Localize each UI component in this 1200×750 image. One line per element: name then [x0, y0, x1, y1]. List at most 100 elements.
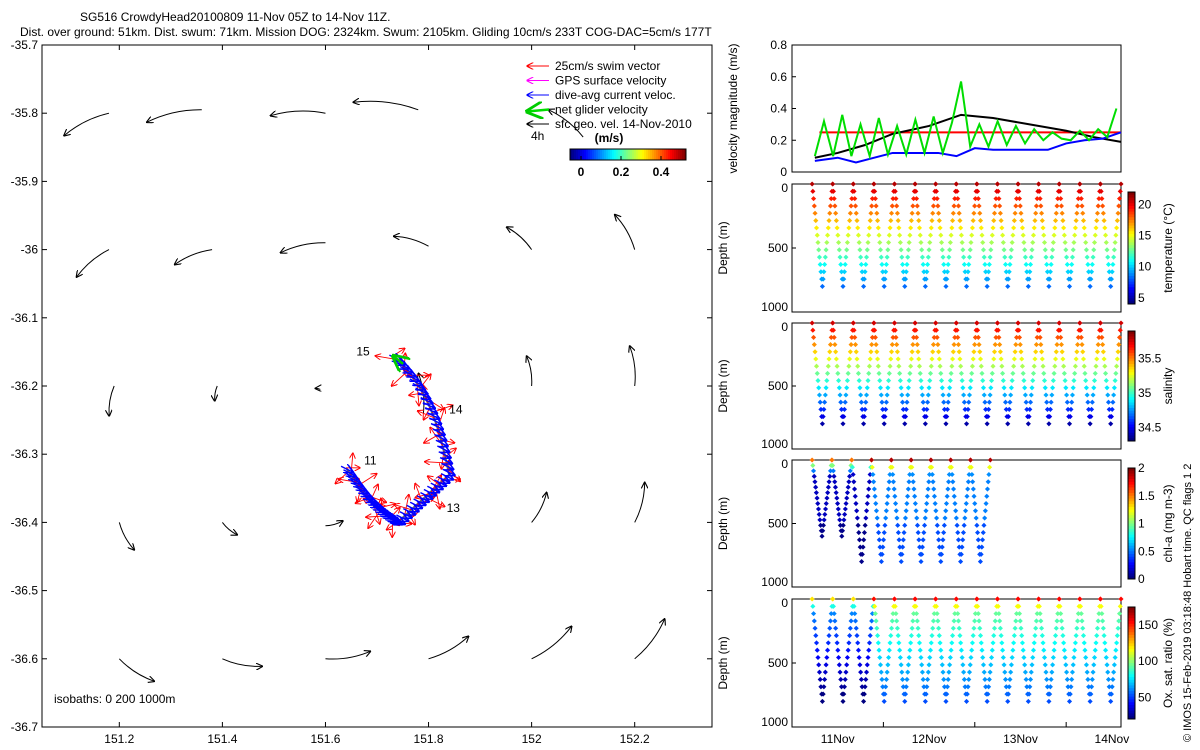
- profile-point: [852, 618, 859, 624]
- profile-point: [1075, 203, 1081, 209]
- profile-point: [818, 406, 824, 412]
- profile-point: [1111, 247, 1117, 253]
- profile-point: [1118, 320, 1124, 326]
- profile-point: [1001, 662, 1007, 668]
- profile-point: [875, 225, 881, 231]
- colorbar-cell: [1128, 526, 1135, 530]
- profile-point: [1012, 349, 1018, 355]
- profile-point: [908, 457, 914, 463]
- profile-point: [900, 684, 906, 690]
- profile-point: [986, 406, 992, 412]
- profile-point: [829, 457, 835, 463]
- legend-label: 25cm/s swim vector: [555, 59, 660, 73]
- profile-point: [1095, 618, 1101, 624]
- profile-point: [1114, 218, 1120, 224]
- profile-panel-4: 0 500 1000 Depth (m) 50 100 150 Ox. sat. ratio …: [716, 596, 1175, 729]
- profile-point: [969, 471, 975, 478]
- profile-point: [1002, 669, 1008, 675]
- profile-point: [1086, 269, 1092, 275]
- profile-point: [993, 334, 999, 340]
- profile-point: [1049, 392, 1055, 398]
- colorbar-cell: [1128, 405, 1135, 409]
- profile-point: [1111, 392, 1117, 398]
- profile-point: [952, 500, 958, 507]
- colorbar-cell: [1128, 333, 1135, 337]
- map-ytick-label: -35.7: [11, 38, 39, 52]
- profile-point: [1030, 232, 1037, 238]
- profile-ytick-label: 1000: [761, 715, 788, 729]
- profile-point: [1032, 356, 1038, 362]
- profile-point: [954, 603, 960, 609]
- map-ytick-label: -36.4: [11, 515, 39, 529]
- colorbar-tick-label: 50: [1138, 690, 1152, 704]
- profile-point: [825, 640, 831, 646]
- profile-point: [1053, 210, 1059, 216]
- profile-point: [1058, 203, 1064, 209]
- profile-point: [921, 406, 927, 412]
- profile-point: [855, 522, 861, 528]
- profile-point: [982, 676, 988, 683]
- profile-point: [825, 370, 831, 376]
- profile-point: [838, 406, 845, 412]
- profile-point: [1048, 676, 1054, 683]
- profile-point: [828, 334, 834, 340]
- profile-point: [1033, 618, 1039, 624]
- profile-point: [894, 618, 900, 624]
- geo-velocity-arrow: [109, 385, 115, 416]
- profile-point: [895, 633, 901, 639]
- profile-point: [897, 654, 903, 661]
- profile-axes-box: [791, 322, 1122, 450]
- colorbar-cell: [1128, 629, 1135, 633]
- profile-point: [1036, 320, 1042, 326]
- colorbar-cell: [608, 149, 611, 160]
- profile-point: [866, 647, 872, 653]
- colorbar-cell: [1128, 484, 1135, 488]
- colorbar-cell: [1128, 342, 1135, 346]
- profile-point: [1111, 662, 1117, 668]
- profile-point: [1015, 320, 1021, 326]
- map-xtick-label: 151.4: [207, 732, 237, 746]
- profile-point: [844, 490, 851, 496]
- profile-point: [1052, 356, 1059, 362]
- profile-point: [867, 218, 873, 224]
- colorbar-cell: [1128, 660, 1135, 664]
- profile-point: [959, 654, 965, 661]
- profile-point: [931, 334, 937, 340]
- profile-point: [904, 676, 910, 683]
- profile-point: [1023, 676, 1029, 683]
- profile-point: [955, 537, 962, 543]
- colorbar-cell: [1128, 413, 1135, 417]
- profile-point: [911, 486, 917, 492]
- colorbar-cell: [646, 149, 649, 160]
- colorbar-cell: [1128, 250, 1135, 255]
- profile-point: [1115, 349, 1121, 355]
- geo-velocity-arrow: [325, 651, 370, 660]
- map-xtick-label: 151.8: [414, 732, 444, 746]
- profile-point: [907, 370, 913, 376]
- profile-point: [994, 320, 1000, 326]
- profile-point: [1091, 378, 1098, 384]
- profile-point: [841, 684, 848, 690]
- profile-point: [1110, 676, 1116, 683]
- profile-point: [1007, 676, 1013, 683]
- map-panel: 151.2 151.4 151.6 151.8 152 152.2 -35.7 -35.8 -3…: [11, 38, 713, 746]
- profile-point: [881, 421, 887, 427]
- profile-point: [989, 232, 995, 238]
- profile-point: [1021, 654, 1027, 661]
- profile-point: [1011, 640, 1017, 646]
- profile-point: [861, 530, 867, 536]
- profile-point: [913, 196, 920, 202]
- colorbar-cell: [640, 149, 643, 160]
- profile-point: [979, 370, 985, 376]
- profile-point: [845, 370, 851, 376]
- profile-point: [930, 342, 937, 348]
- profile-point: [866, 479, 872, 485]
- profile-point: [1104, 662, 1110, 668]
- colorbar-cell: [668, 149, 671, 160]
- profile-point: [1071, 654, 1077, 661]
- profile-point: [819, 421, 825, 427]
- colorbar-cell: [1128, 691, 1135, 695]
- colorbar-cell: [604, 149, 607, 160]
- profile-point: [1041, 654, 1048, 661]
- profile-point: [842, 511, 848, 517]
